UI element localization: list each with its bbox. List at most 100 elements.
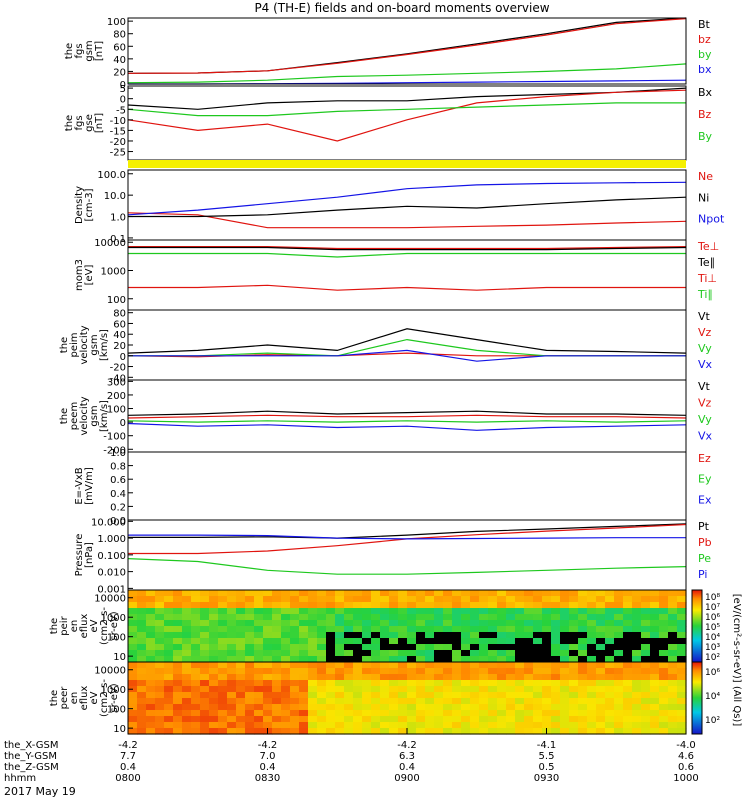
- spectrogram-cell: [587, 698, 597, 705]
- spectrogram-cell: [443, 680, 453, 687]
- spectrogram-cell: [389, 722, 399, 729]
- spectrogram-cell: [155, 692, 165, 699]
- spectrogram-cell: [308, 668, 318, 675]
- spectrogram-cell: [164, 722, 174, 729]
- spectrogram-cell: [677, 626, 687, 633]
- spectrogram-cell: [506, 602, 516, 609]
- y-axis-label-line: en: [69, 692, 80, 705]
- y-axis-label-line: velocity: [79, 396, 90, 435]
- spectrogram-cell: [434, 722, 444, 729]
- spectrogram-cell: [524, 626, 534, 633]
- spectrogram-cell: [317, 698, 327, 705]
- spectrogram-cell: [155, 650, 165, 657]
- spectrogram-cell: [596, 722, 606, 729]
- spectrogram-cell: [551, 626, 561, 633]
- spectrogram-cell: [569, 614, 579, 621]
- spectrogram-cell: [497, 686, 507, 693]
- spectrogram-cell: [650, 722, 660, 729]
- spectrogram-cell: [353, 668, 363, 675]
- spectrogram-cell: [317, 668, 327, 675]
- spectrogram-cell: [443, 686, 453, 693]
- spectrogram-cell: [245, 710, 255, 717]
- chart-title: P4 (TH-E) fields and on-board moments ov…: [254, 1, 549, 15]
- spectrogram-cell: [623, 620, 633, 627]
- spectrogram-cell: [515, 614, 525, 621]
- y-tick-label: 0: [120, 418, 126, 429]
- y-tick-label: 1.0: [110, 448, 126, 459]
- spectrogram-cell: [578, 602, 588, 609]
- spectrogram-cell: [641, 608, 651, 615]
- spectrogram-cell: [389, 728, 399, 735]
- spectrogram-cell: [146, 710, 156, 717]
- legend-Vx: Vx: [698, 358, 713, 371]
- spectrogram-cell: [470, 638, 480, 645]
- spectrogram-cell: [650, 596, 660, 603]
- spectrogram-cell: [137, 722, 147, 729]
- spectrogram-cell: [146, 668, 156, 675]
- spectrogram-cell: [245, 632, 255, 639]
- spectrogram-cell: [182, 704, 192, 711]
- spectrogram-cell: [272, 602, 282, 609]
- spectrogram-cell: [614, 596, 624, 603]
- spectrogram-cell: [407, 728, 417, 735]
- spectrogram-cell: [650, 608, 660, 615]
- spectrogram-cell: [353, 716, 363, 723]
- y-axis-label-line: velocity: [79, 325, 90, 364]
- series-Vy-line: [127, 420, 687, 423]
- spectrogram-cell: [677, 638, 687, 645]
- spectrogram-cell: [272, 662, 282, 669]
- spectrogram-cell: [641, 650, 651, 657]
- spectrogram-cell: [164, 626, 174, 633]
- spectrogram-cell: [209, 728, 219, 735]
- spectrogram-cell: [398, 644, 408, 651]
- spectrogram-cell: [623, 692, 633, 699]
- spectrogram-cell: [146, 644, 156, 651]
- spectrogram-cell: [389, 710, 399, 717]
- footer-date: 2017 May 19: [4, 785, 76, 798]
- spectrogram-cell: [299, 650, 309, 657]
- y-axis-label-line: gsm: [84, 40, 95, 61]
- spectrogram-cell: [344, 638, 354, 645]
- y-axis-label-line: [nT]: [94, 41, 105, 61]
- spectrogram-cell: [371, 650, 381, 657]
- spectrogram-cell: [407, 716, 417, 723]
- spectrogram-cell: [434, 656, 444, 663]
- spectrogram-cell: [272, 668, 282, 675]
- spectrogram-cell: [335, 620, 345, 627]
- spectrogram-cell: [299, 620, 309, 627]
- spectrogram-cell: [434, 644, 444, 651]
- spectrogram-cell: [191, 662, 201, 669]
- spectrogram-cell: [164, 596, 174, 603]
- spectrogram-cell: [542, 620, 552, 627]
- spectrogram-cell: [200, 710, 210, 717]
- spectrogram-cell: [551, 716, 561, 723]
- spectrogram-cell: [290, 686, 300, 693]
- spectrogram-cell: [461, 722, 471, 729]
- spectrogram-cell: [353, 704, 363, 711]
- spectrogram-cell: [569, 608, 579, 615]
- spectrogram-cell: [497, 626, 507, 633]
- spectrogram-cell: [407, 626, 417, 633]
- spectrogram-cell: [587, 626, 597, 633]
- legend-bz: bz: [698, 33, 711, 46]
- spectrogram-cell: [533, 674, 543, 681]
- y-axis-label-line: Density: [74, 186, 85, 224]
- spectrogram-cell: [542, 608, 552, 615]
- spectrogram-cell: [128, 716, 138, 723]
- spectrogram-cell: [677, 692, 687, 699]
- spectrogram-cell: [677, 722, 687, 729]
- y-tick-label: 10000: [94, 594, 126, 605]
- spectrogram-cell: [155, 602, 165, 609]
- y-axis-label-line: [km/s]: [99, 400, 110, 432]
- spectrogram-cell: [470, 698, 480, 705]
- spectrogram-cell: [461, 590, 471, 597]
- spectrogram-cell: [578, 698, 588, 705]
- spectrogram-cell: [488, 728, 498, 735]
- spectrogram-cell: [299, 704, 309, 711]
- series-Vt-line: [127, 410, 687, 416]
- spectrogram-cell: [488, 722, 498, 729]
- spectrogram-cell: [254, 692, 264, 699]
- spectrogram-cell: [146, 698, 156, 705]
- spectrogram-cell: [146, 626, 156, 633]
